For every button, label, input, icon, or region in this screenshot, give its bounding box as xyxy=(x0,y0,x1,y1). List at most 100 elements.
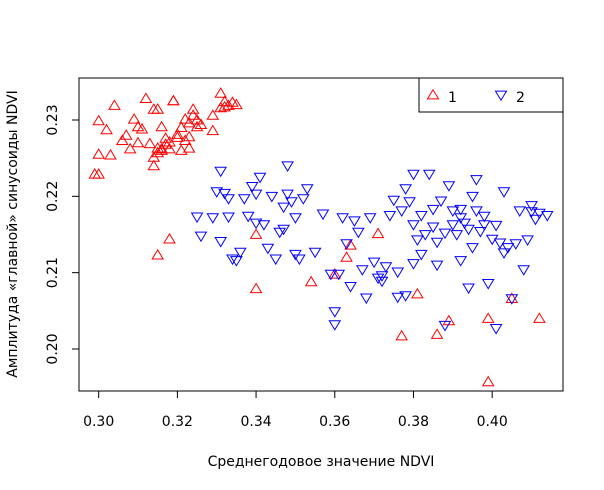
data-point-series-1 xyxy=(139,92,153,103)
data-point-series-1 xyxy=(178,134,192,145)
data-point-series-2 xyxy=(269,254,283,266)
data-points xyxy=(88,87,554,387)
data-point-series-1 xyxy=(159,138,172,149)
data-point-series-2 xyxy=(399,291,412,302)
data-point-series-2 xyxy=(477,211,491,223)
data-point-series-1 xyxy=(92,168,105,179)
data-point-series-1 xyxy=(174,144,188,155)
x-tick-label: 0.40 xyxy=(477,414,508,430)
data-point-series-1 xyxy=(328,268,342,279)
data-point-series-2 xyxy=(415,211,428,222)
data-point-series-1 xyxy=(190,120,204,132)
data-point-series-1 xyxy=(218,95,231,107)
data-point-series-1 xyxy=(143,137,157,149)
x-tick-label: 0.34 xyxy=(240,414,271,430)
data-point-series-1 xyxy=(147,159,161,171)
data-point-series-1 xyxy=(119,129,133,140)
legend: 1 2 xyxy=(418,77,564,113)
data-point-series-2 xyxy=(285,197,298,208)
data-point-series-2 xyxy=(273,227,286,239)
data-point-series-2 xyxy=(525,201,538,212)
data-point-series-1 xyxy=(171,128,184,139)
data-point-series-1 xyxy=(230,98,243,110)
data-point-series-2 xyxy=(517,265,530,276)
data-point-series-2 xyxy=(489,220,503,232)
data-point-series-1 xyxy=(167,94,180,106)
y-axis: 0.20 0.21 0.22 0.23 xyxy=(45,104,80,365)
legend-box xyxy=(418,77,564,113)
data-point-series-2 xyxy=(505,294,519,305)
data-point-series-2 xyxy=(194,231,208,243)
data-point-series-2 xyxy=(206,213,220,224)
data-point-series-1 xyxy=(182,142,196,153)
data-point-series-2 xyxy=(407,220,420,231)
data-point-series-2 xyxy=(399,184,412,195)
data-point-series-1 xyxy=(123,142,137,154)
data-point-series-2 xyxy=(540,211,554,222)
legend-label-series-1: 1 xyxy=(448,90,457,106)
data-point-series-2 xyxy=(383,211,397,222)
data-point-series-2 xyxy=(348,216,361,227)
y-tick-label: 0.21 xyxy=(45,257,61,288)
data-point-series-2 xyxy=(336,213,349,224)
data-point-series-2 xyxy=(485,234,499,246)
data-point-series-1 xyxy=(344,239,357,250)
data-point-series-1 xyxy=(206,109,220,120)
data-point-series-1 xyxy=(100,123,113,135)
data-point-series-2 xyxy=(324,269,338,281)
data-point-series-2 xyxy=(293,254,306,266)
x-tick-label: 0.36 xyxy=(319,414,350,430)
data-point-series-2 xyxy=(222,194,235,205)
x-axis: 0.30 0.32 0.34 0.36 0.38 0.40 xyxy=(83,390,508,430)
data-point-series-1 xyxy=(151,248,165,260)
data-point-series-2 xyxy=(403,197,416,208)
data-point-series-1 xyxy=(395,329,408,341)
data-point-series-2 xyxy=(296,194,310,205)
data-point-series-1 xyxy=(182,130,196,142)
data-point-series-2 xyxy=(363,213,377,224)
data-point-series-2 xyxy=(391,292,405,304)
data-point-series-2 xyxy=(234,247,247,259)
data-point-series-2 xyxy=(450,230,464,241)
data-point-series-1 xyxy=(163,232,176,244)
data-point-series-2 xyxy=(281,189,294,201)
data-point-series-2 xyxy=(521,235,534,246)
data-point-series-1 xyxy=(249,228,263,239)
data-point-series-2 xyxy=(190,212,204,224)
data-point-series-1 xyxy=(304,275,318,287)
data-point-series-2 xyxy=(245,182,259,193)
data-point-series-2 xyxy=(375,276,389,288)
x-tick-label: 0.30 xyxy=(83,414,114,430)
data-point-series-1 xyxy=(186,109,200,120)
data-point-series-2 xyxy=(253,172,267,184)
data-point-series-2 xyxy=(281,161,294,172)
data-point-series-1 xyxy=(127,113,141,124)
data-point-series-2 xyxy=(466,243,479,254)
data-point-series-2 xyxy=(454,204,468,216)
data-point-series-2 xyxy=(407,259,420,270)
data-point-series-2 xyxy=(214,237,227,248)
y-tick-label: 0.23 xyxy=(45,104,61,135)
data-point-series-1 xyxy=(206,124,220,136)
data-point-series-1 xyxy=(186,103,200,114)
data-point-series-2 xyxy=(387,195,401,207)
data-point-series-1 xyxy=(151,103,165,114)
data-point-series-2 xyxy=(277,224,290,236)
data-point-series-1 xyxy=(340,251,353,262)
data-point-series-2 xyxy=(210,187,224,198)
data-point-series-2 xyxy=(470,206,483,217)
data-point-series-1 xyxy=(92,148,105,159)
data-point-series-1 xyxy=(481,375,495,387)
data-point-series-2 xyxy=(430,237,444,249)
legend-label-series-2: 2 xyxy=(516,90,525,106)
data-point-series-1 xyxy=(171,131,184,142)
data-point-series-2 xyxy=(462,224,475,236)
data-point-series-2 xyxy=(289,213,302,224)
data-point-series-1 xyxy=(533,312,546,323)
data-point-series-1 xyxy=(104,148,117,160)
data-point-series-1 xyxy=(167,94,180,106)
data-point-series-1 xyxy=(249,282,263,294)
x-axis-label: Среднегодовое значение NDVI xyxy=(208,454,435,470)
data-point-series-2 xyxy=(426,222,440,234)
